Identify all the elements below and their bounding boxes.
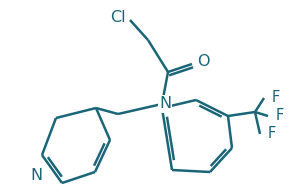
Text: Cl: Cl	[110, 10, 126, 25]
Text: N: N	[159, 96, 171, 112]
Text: F: F	[272, 90, 280, 106]
Text: O: O	[197, 55, 209, 69]
Text: F: F	[276, 108, 284, 124]
Text: N: N	[30, 167, 42, 183]
Text: F: F	[268, 126, 276, 141]
